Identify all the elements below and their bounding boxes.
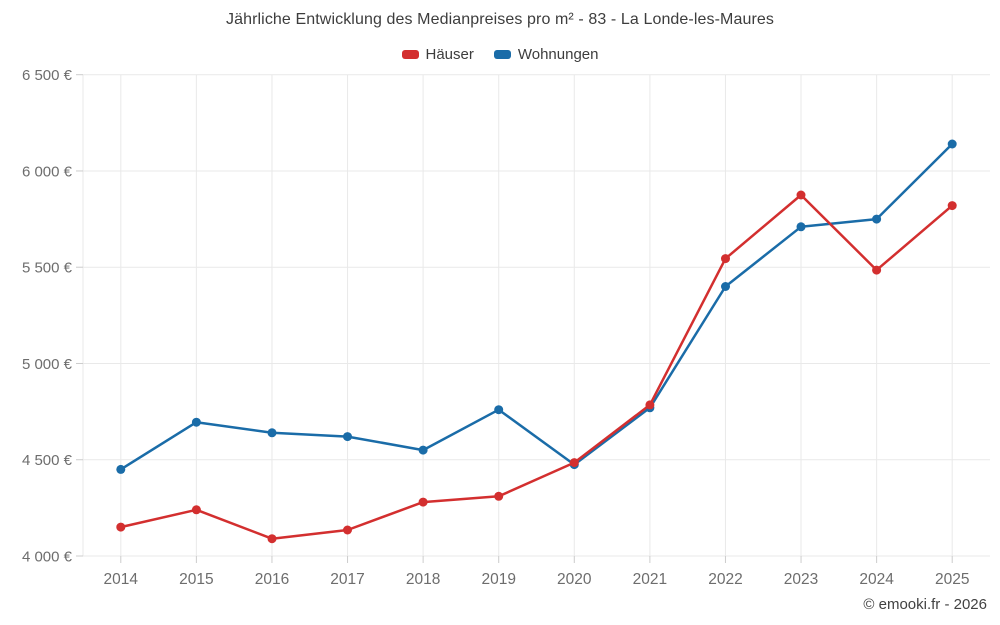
data-point-1-2014[interactable] [116,464,126,474]
legend-item-wohnungen[interactable]: Wohnungen [493,46,599,63]
x-axis-label: 2020 [557,571,592,588]
data-point-1-2019[interactable] [494,405,504,415]
data-point-0-2024[interactable] [872,265,882,275]
y-axis-label: 5 500 € [22,260,73,277]
data-point-1-2024[interactable] [872,214,882,224]
series-line-1 [119,142,954,471]
data-point-1-2025[interactable] [947,139,957,149]
y-axis-label: 6 500 € [22,67,73,84]
x-axis-label: 2017 [330,571,364,588]
x-axis-label: 2021 [633,571,667,588]
data-point-1-2015[interactable] [191,417,201,427]
legend-label-wohnungen: Wohnungen [517,46,599,63]
y-axis-label: 6 000 € [22,163,73,180]
x-axis-label: 2016 [255,571,289,588]
data-point-0-2023[interactable] [796,190,806,200]
data-point-0-2025[interactable] [947,201,957,211]
data-point-0-2017[interactable] [343,525,352,535]
footer-credit: © emooki.fr - 2026 [863,596,987,613]
data-point-0-2021[interactable] [645,400,655,410]
data-point-1-2023[interactable] [796,222,806,232]
x-axis-label: 2024 [859,571,894,588]
chart-legend: Häuser Wohnungen [0,46,1000,63]
x-axis-label: 2022 [708,571,742,588]
x-axis-label: 2025 [935,571,969,588]
x-axis-label: 2019 [481,571,515,588]
legend-label-haeuser: Häuser [425,46,474,63]
y-axis-label: 4 000 € [22,549,73,566]
haeuser-series-swatch-icon [401,50,419,59]
y-axis-label: 5 000 € [22,356,73,373]
data-point-1-2018[interactable] [418,445,428,455]
data-point-0-2019[interactable] [494,491,504,501]
x-axis-label: 2018 [406,571,440,588]
x-axis-label: 2015 [179,571,213,588]
x-axis-label: 2023 [784,571,818,588]
legend-item-haeuser[interactable]: Häuser [401,46,474,63]
x-axis-label: 2014 [104,571,139,588]
data-point-1-2017[interactable] [343,432,352,442]
data-point-0-2015[interactable] [191,505,201,515]
series-line-0 [119,193,954,540]
data-point-0-2022[interactable] [721,254,730,264]
data-point-0-2014[interactable] [116,522,126,532]
chart-title: Jährliche Entwicklung des Medianpreises … [226,11,774,28]
y-axis-label: 4 500 € [22,452,73,469]
data-point-0-2018[interactable] [418,497,428,507]
data-point-0-2020[interactable] [569,458,579,468]
data-point-1-2016[interactable] [267,428,277,438]
data-point-0-2016[interactable] [267,534,277,544]
data-point-1-2022[interactable] [721,282,730,291]
wohnungen-series-swatch-icon [493,50,511,59]
